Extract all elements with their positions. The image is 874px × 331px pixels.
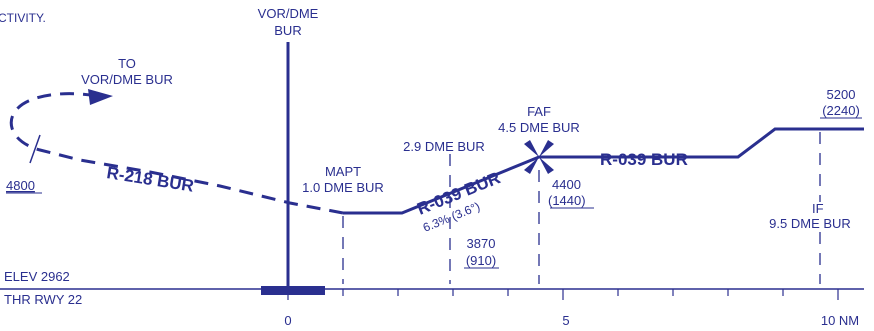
runway-bar (261, 286, 325, 295)
vor-name: VOR/DME (258, 6, 319, 21)
hold-fix-tick (29, 134, 41, 164)
missed-approach-path (9, 92, 344, 215)
vor-id: BUR (274, 23, 301, 38)
scale-five: 5 (562, 313, 569, 328)
faf-label: FAF (527, 104, 551, 119)
missed-approach-arrowhead (88, 89, 113, 105)
faf-dme: 4.5 DME BUR (498, 120, 580, 135)
missed-to-line1: TO (118, 56, 136, 71)
alt-4400-msl: 4400 (552, 177, 581, 192)
if-label: IF (812, 201, 824, 216)
missed-to-line2: VOR/DME BUR (81, 72, 173, 87)
scale-zero: 0 (284, 313, 291, 328)
mapt-label: MAPT (325, 164, 361, 179)
hold-altitude: 4800 (6, 178, 35, 193)
alt-5200-agl: (2240) (822, 103, 860, 118)
header-fragment: CTIVITY. (0, 11, 46, 25)
dme-fix-label: 2.9 DME BUR (403, 139, 485, 154)
elevation-label: ELEV 2962 (4, 269, 70, 284)
faf-cross-icon (524, 140, 554, 174)
alt-3870-agl: (910) (466, 253, 496, 268)
alt-5200-msl: 5200 (827, 87, 856, 102)
fix-dashed-lines (342, 132, 821, 284)
scale-ten: 10 NM (821, 313, 859, 328)
final-approach-path (343, 127, 864, 215)
threshold-label: THR RWY 22 (4, 292, 82, 307)
outbound-radial: R-039 BUR (600, 150, 688, 169)
inbound-radial: R-218 BUR (105, 163, 195, 196)
distance-scale-ticks (287, 289, 839, 300)
alt-4400-agl: (1440) (548, 193, 586, 208)
if-dme: 9.5 DME BUR (769, 216, 851, 231)
alt-3870-msl: 3870 (467, 236, 496, 251)
mapt-dme: 1.0 DME BUR (302, 180, 384, 195)
